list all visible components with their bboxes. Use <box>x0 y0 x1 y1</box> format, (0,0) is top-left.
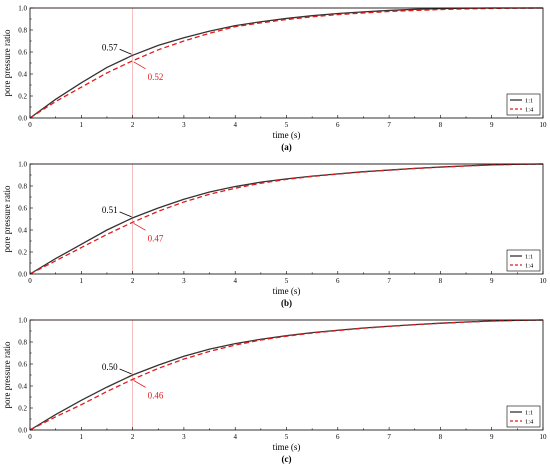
x-tick-label: 10 <box>540 277 548 285</box>
annotation-label: 0.47 <box>148 233 164 243</box>
plot-frame <box>29 163 544 275</box>
y-tick-label: 0.4 <box>18 226 27 234</box>
x-tick-label: 8 <box>439 121 443 129</box>
plot-frame <box>29 319 544 431</box>
x-tick-label: 0 <box>28 121 32 129</box>
x-tick-label: 1 <box>80 433 84 441</box>
annotation-label: 0.51 <box>102 205 118 215</box>
x-tick-label: 2 <box>131 433 135 441</box>
x-tick-label: 0 <box>28 433 32 441</box>
y-tick-label: 0.8 <box>18 26 27 34</box>
x-tick-label: 3 <box>182 277 186 285</box>
legend-label: 1:4 <box>525 418 534 425</box>
plot-frame <box>29 7 544 119</box>
y-tick-label: 0.0 <box>18 426 27 434</box>
x-tick-label: 10 <box>540 433 548 441</box>
y-tick-label: 0.2 <box>18 404 27 412</box>
x-tick-label: 3 <box>182 121 186 129</box>
chart-panel-2: 0 1 2 3 4 5 6 7 8 9 10 0.0 0.2 0.4 0.6 0.8 1.0 0.50 0.46 1:… <box>2 316 547 464</box>
annotation-label: 0.46 <box>148 390 164 400</box>
y-axis-title: pore pressure ratio <box>2 29 12 96</box>
x-tick-label: 7 <box>387 277 391 285</box>
chart-panel-1: 0 1 2 3 4 5 6 7 8 9 10 0.0 0.2 0.4 0.6 0.8 1.0 0.51 0.47 1:… <box>2 160 547 308</box>
x-tick-label: 5 <box>285 121 289 129</box>
x-tick-label: 6 <box>336 121 340 129</box>
legend-box <box>506 405 541 428</box>
annotation-leader <box>133 61 146 70</box>
legend-label: 1:1 <box>525 409 533 416</box>
chart-panel-0: 0 1 2 3 4 5 6 7 8 9 10 0.0 0.2 0.4 0.6 0.8 1.0 0.57 0.52 1:… <box>2 4 547 152</box>
x-tick-label: 4 <box>233 277 237 285</box>
y-tick-label: 0.0 <box>18 114 27 122</box>
annotation-label: 0.57 <box>102 42 118 52</box>
legend-label: 1:4 <box>525 262 534 269</box>
series-line-1-4 <box>29 7 544 119</box>
y-axis-title: pore pressure ratio <box>2 185 12 252</box>
series-line-1-1 <box>29 163 544 275</box>
legend-box <box>506 249 541 272</box>
x-tick-label: 4 <box>233 121 237 129</box>
y-tick-label: 0.4 <box>18 382 27 390</box>
y-tick-label: 0.2 <box>18 248 27 256</box>
x-tick-label: 7 <box>387 121 391 129</box>
x-tick-label: 9 <box>490 433 494 441</box>
series-line-1-4 <box>29 319 544 431</box>
annotation-leader <box>119 368 132 375</box>
y-tick-label: 0.8 <box>18 338 27 346</box>
x-tick-label: 4 <box>233 433 237 441</box>
legend-label: 1:1 <box>525 253 533 260</box>
x-tick-label: 5 <box>285 433 289 441</box>
y-tick-label: 0.6 <box>18 48 27 56</box>
x-tick-label: 8 <box>439 277 443 285</box>
annotation-leader <box>119 211 132 218</box>
x-axis-title: time (s) <box>273 442 301 452</box>
legend-label: 1:1 <box>525 97 533 104</box>
x-tick-label: 2 <box>131 277 135 285</box>
y-tick-label: 0.6 <box>18 360 27 368</box>
x-tick-label: 10 <box>540 121 548 129</box>
y-tick-label: 1.0 <box>18 160 27 168</box>
y-tick-label: 0.8 <box>18 182 27 190</box>
series-line-1-1 <box>29 7 543 119</box>
annotation-leader <box>133 380 146 388</box>
x-tick-label: 2 <box>131 121 135 129</box>
legend-box <box>506 93 541 116</box>
y-tick-label: 0.6 <box>18 204 27 212</box>
y-tick-label: 1.0 <box>18 4 27 12</box>
panel-label: (a) <box>281 142 292 152</box>
annotation-label: 0.52 <box>148 72 164 82</box>
y-tick-label: 0.4 <box>18 70 27 78</box>
x-tick-label: 0 <box>28 277 32 285</box>
x-tick-label: 3 <box>182 433 186 441</box>
x-tick-label: 7 <box>387 433 391 441</box>
x-tick-label: 8 <box>439 433 443 441</box>
y-tick-label: 0.2 <box>18 92 27 100</box>
y-tick-label: 0.0 <box>18 270 27 278</box>
series-line-1-4 <box>29 163 544 275</box>
annotation-label: 0.50 <box>102 362 118 372</box>
y-axis-title: pore pressure ratio <box>2 341 12 408</box>
x-tick-label: 1 <box>80 277 84 285</box>
y-tick-label: 1.0 <box>18 316 27 324</box>
x-tick-label: 9 <box>490 121 494 129</box>
legend-label: 1:4 <box>525 106 534 113</box>
x-tick-label: 1 <box>80 121 84 129</box>
annotation-leader <box>119 48 132 55</box>
x-tick-label: 9 <box>490 277 494 285</box>
x-axis-title: time (s) <box>273 130 301 140</box>
x-tick-label: 6 <box>336 433 340 441</box>
annotation-leader <box>133 222 146 231</box>
panel-label: (c) <box>282 454 292 464</box>
panel-label: (b) <box>281 298 292 308</box>
x-axis-title: time (s) <box>273 286 301 296</box>
x-tick-label: 6 <box>336 277 340 285</box>
x-tick-label: 5 <box>285 277 289 285</box>
